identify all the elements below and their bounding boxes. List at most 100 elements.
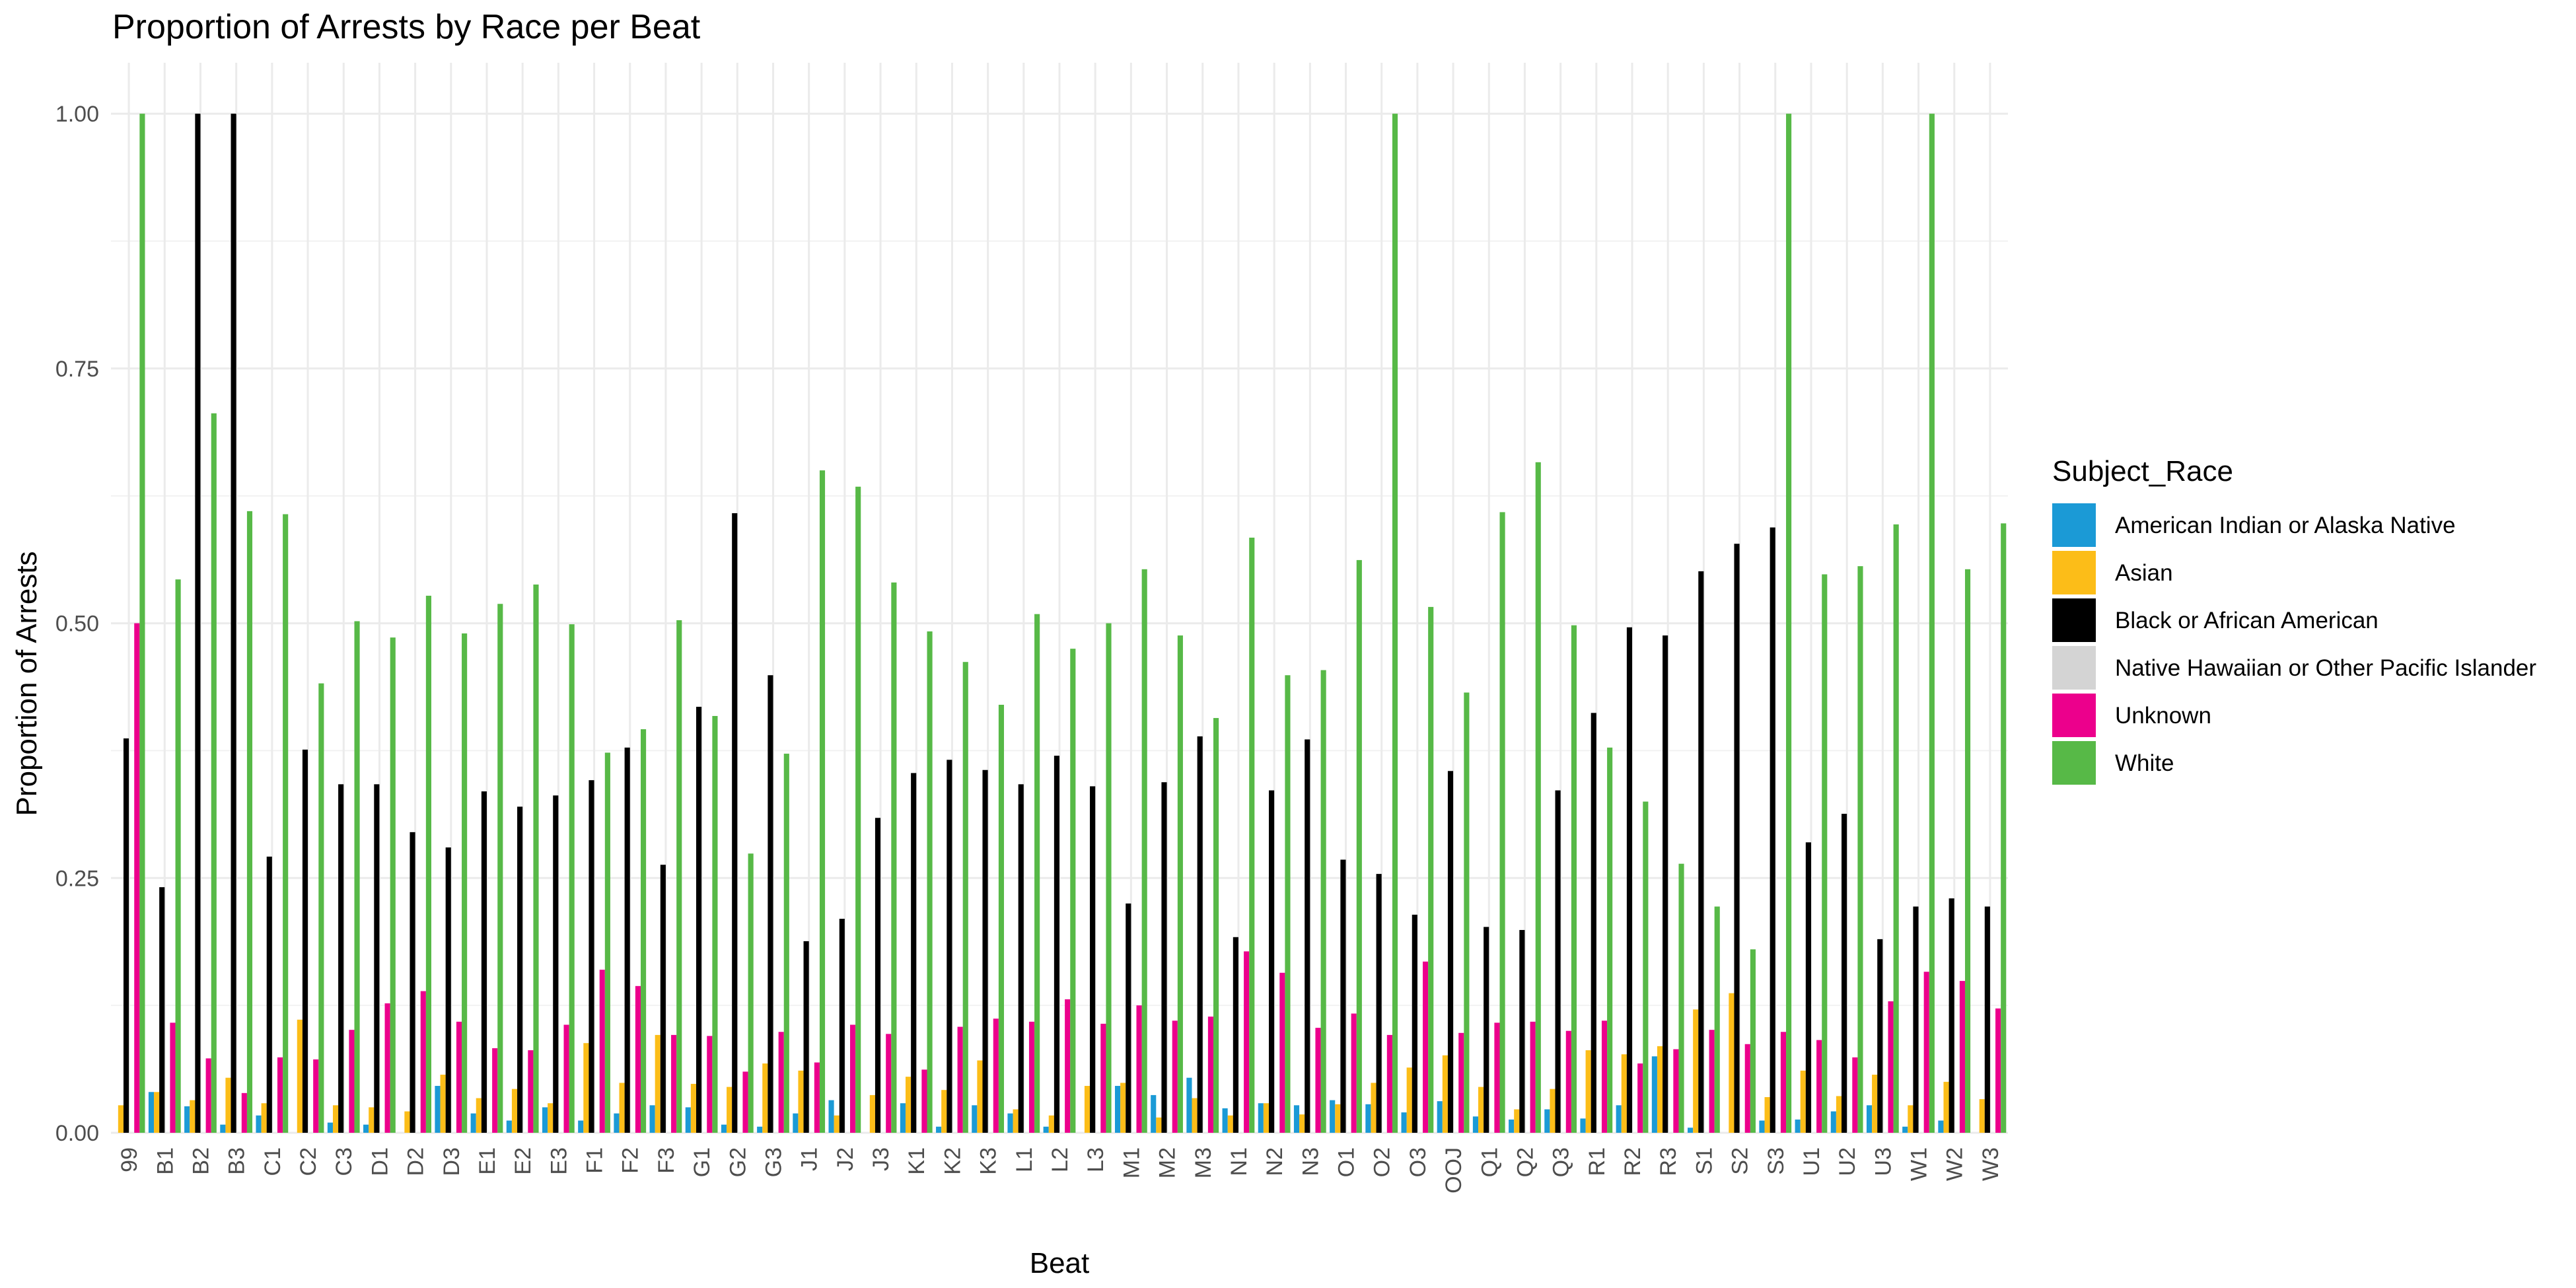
bar-D1-4 — [384, 1003, 390, 1133]
bar-B2-1 — [190, 1100, 196, 1133]
bar-M1-2 — [1126, 903, 1131, 1133]
bar-N1-4 — [1244, 951, 1250, 1133]
legend-label: Black or African American — [2115, 608, 2379, 633]
bar-B3-0 — [220, 1124, 226, 1133]
bar-R1-2 — [1591, 713, 1596, 1133]
bar-W3-1 — [1979, 1099, 1985, 1133]
y-axis-title: Proportion of Arrests — [11, 551, 43, 816]
bar-G2-0 — [721, 1124, 727, 1133]
bar-R2-2 — [1626, 627, 1633, 1133]
bar-C1-5 — [283, 514, 289, 1133]
bar-S3-5 — [1786, 114, 1792, 1133]
bar-N1-5 — [1249, 537, 1255, 1133]
bar-S1-4 — [1709, 1030, 1715, 1133]
bar-OOJ-2 — [1447, 771, 1454, 1133]
bar-Q1-0 — [1472, 1116, 1479, 1133]
x-tick-label: D1 — [367, 1147, 392, 1176]
legend: Subject_Race American Indian or Alaska N… — [2052, 455, 2536, 785]
x-tick-label: N1 — [1227, 1147, 1252, 1176]
bars-layer — [118, 114, 2007, 1133]
bar-J2-1 — [834, 1115, 840, 1133]
bar-Q2-0 — [1509, 1119, 1515, 1133]
bar-U2-2 — [1842, 814, 1847, 1133]
bar-N3-4 — [1315, 1028, 1321, 1133]
bar-F2-5 — [640, 729, 647, 1133]
bar-D2-2 — [410, 832, 415, 1133]
x-tick-label: S3 — [1764, 1147, 1789, 1175]
x-tick-label: S2 — [1728, 1147, 1753, 1175]
bar-M2-1 — [1156, 1117, 1162, 1133]
bar-G3-1 — [762, 1063, 768, 1133]
x-tick-label: Q1 — [1477, 1147, 1502, 1177]
bar-R1-5 — [1607, 747, 1613, 1133]
legend-title: Subject_Race — [2052, 455, 2233, 487]
bar-F3-4 — [671, 1034, 677, 1133]
bar-F3-2 — [660, 865, 666, 1133]
bar-M3-5 — [1213, 718, 1219, 1133]
bar-E3-1 — [548, 1103, 554, 1133]
bar-R3-4 — [1673, 1049, 1679, 1133]
bar-Q3-0 — [1544, 1109, 1550, 1133]
bar-R3-0 — [1651, 1056, 1657, 1133]
x-tick-label: K2 — [940, 1147, 965, 1175]
y-tick-label: 0.75 — [55, 357, 99, 382]
x-axis-title: Beat — [1030, 1247, 1090, 1279]
bar-C3-1 — [332, 1105, 339, 1133]
bar-99-1 — [118, 1105, 124, 1133]
bar-S3-0 — [1759, 1120, 1765, 1133]
bar-B1-4 — [170, 1022, 176, 1133]
bar-Q1-5 — [1499, 512, 1505, 1133]
bar-N1-0 — [1222, 1108, 1228, 1133]
bar-L3-1 — [1084, 1086, 1091, 1133]
bar-L2-0 — [1043, 1126, 1049, 1133]
bar-M3-0 — [1186, 1077, 1192, 1133]
bar-R1-1 — [1585, 1050, 1591, 1133]
bar-W1-2 — [1913, 906, 1919, 1133]
legend-label: American Indian or Alaska Native — [2115, 513, 2456, 538]
bar-E1-1 — [476, 1098, 482, 1133]
bar-F2-1 — [619, 1083, 625, 1133]
bar-M1-4 — [1136, 1005, 1142, 1133]
bar-K2-5 — [962, 662, 968, 1133]
bar-C3-4 — [349, 1030, 355, 1133]
bar-W2-1 — [1943, 1081, 1949, 1133]
bar-J3-4 — [886, 1034, 892, 1133]
bar-W2-4 — [1959, 981, 1965, 1133]
legend-swatch — [2052, 503, 2096, 547]
bar-O2-4 — [1386, 1034, 1392, 1133]
x-tick-label: N2 — [1262, 1147, 1287, 1176]
bar-Q2-4 — [1530, 1021, 1536, 1133]
legend-swatch — [2052, 741, 2096, 785]
bar-K1-4 — [921, 1069, 927, 1133]
bar-G1-5 — [712, 715, 718, 1133]
bar-M1-1 — [1120, 1083, 1126, 1133]
bar-B3-5 — [246, 511, 253, 1133]
bar-J1-2 — [803, 941, 809, 1133]
x-tick-label: R3 — [1656, 1147, 1681, 1176]
x-tick-label: J1 — [797, 1147, 822, 1171]
bar-O1-2 — [1340, 859, 1346, 1133]
bar-M2-4 — [1172, 1020, 1178, 1133]
bar-K2-4 — [957, 1026, 963, 1133]
bar-N3-5 — [1320, 670, 1326, 1133]
bar-J2-0 — [828, 1100, 834, 1133]
bar-W3-5 — [2001, 523, 2007, 1133]
bar-W1-5 — [1929, 114, 1935, 1133]
bar-B2-4 — [205, 1058, 211, 1133]
bar-D2-4 — [420, 991, 426, 1133]
bar-O1-0 — [1330, 1100, 1336, 1133]
bar-O2-2 — [1376, 874, 1382, 1133]
bar-C1-1 — [261, 1103, 267, 1133]
y-tick-label: 1.00 — [55, 102, 99, 127]
bar-O3-1 — [1406, 1067, 1412, 1133]
bar-S2-4 — [1744, 1044, 1750, 1133]
bar-Q1-2 — [1484, 927, 1489, 1133]
legend-label: Unknown — [2115, 703, 2211, 729]
bar-E3-5 — [569, 624, 575, 1133]
bar-G1-4 — [707, 1036, 713, 1133]
bar-M1-5 — [1141, 569, 1147, 1133]
x-tick-label: W1 — [1907, 1147, 1932, 1181]
x-tick-label: F2 — [618, 1147, 643, 1174]
x-tick-label: N3 — [1298, 1147, 1323, 1176]
bar-O3-0 — [1401, 1112, 1407, 1133]
